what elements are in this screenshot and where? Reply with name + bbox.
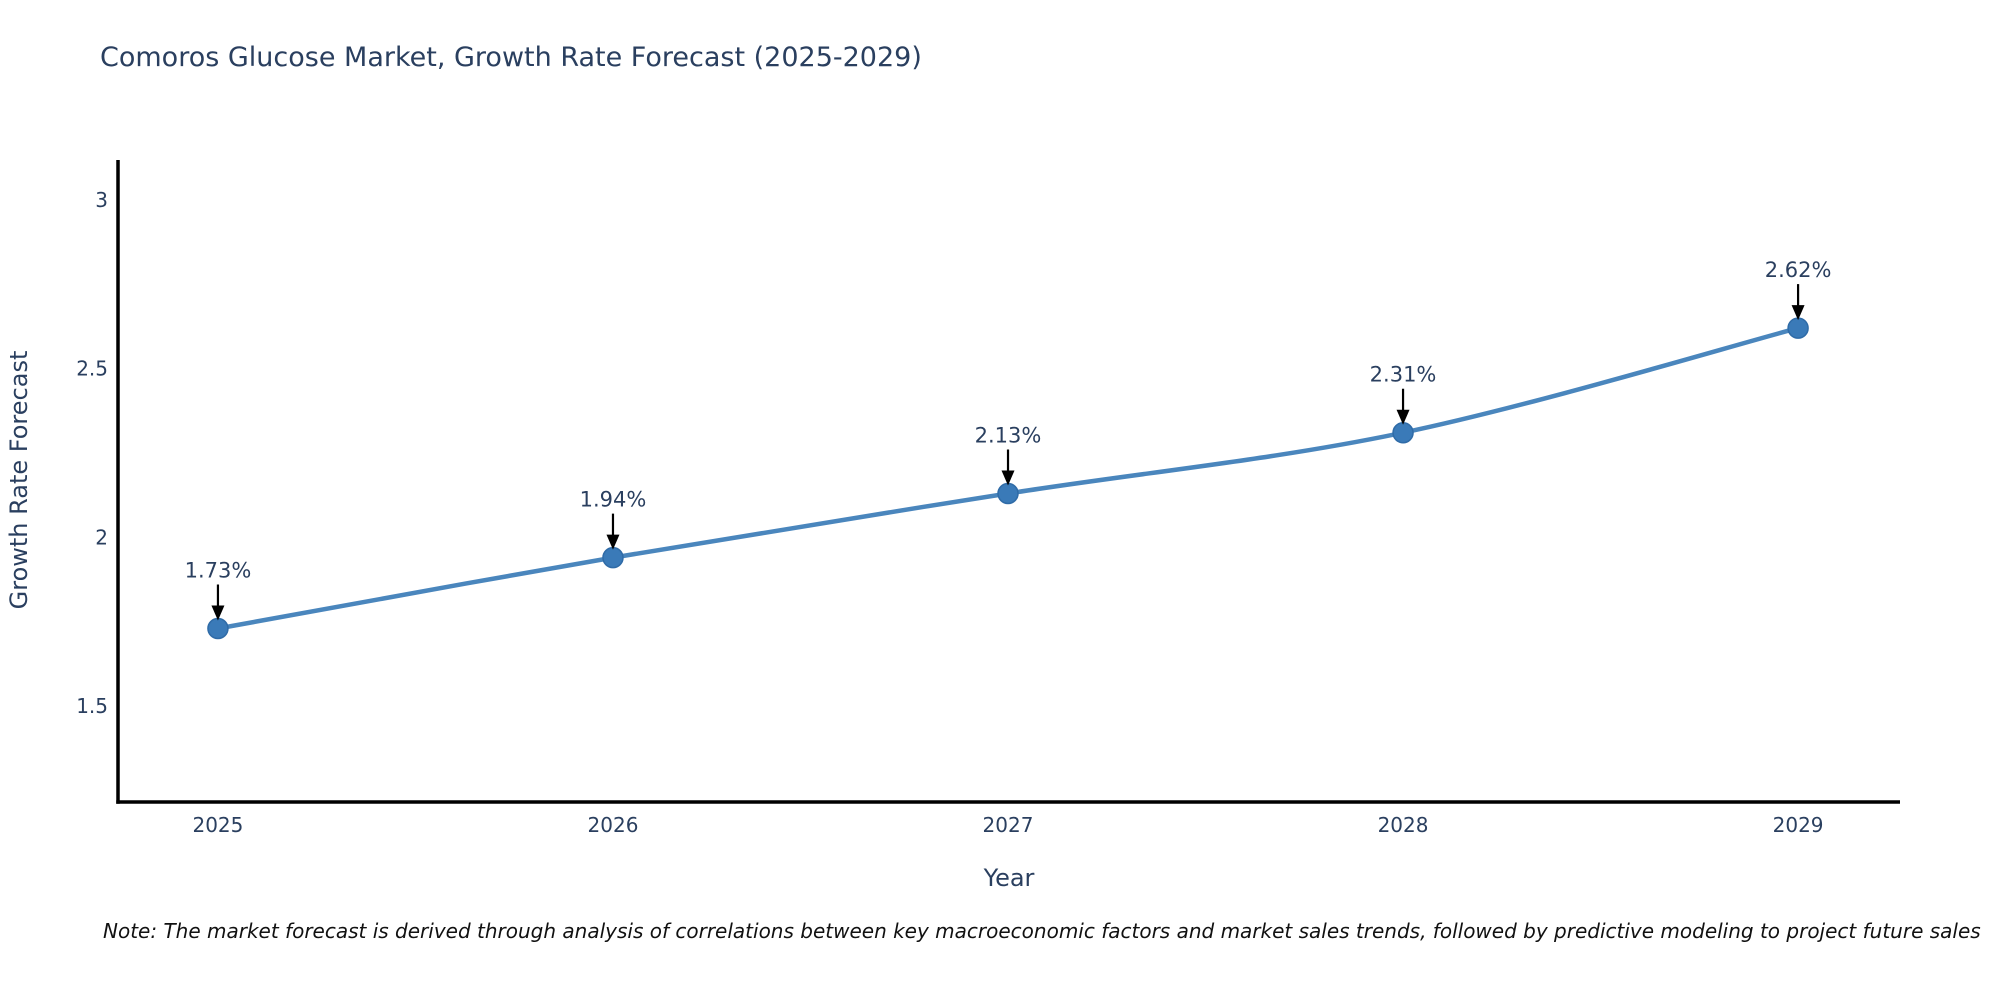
- point-value-label: 1.73%: [185, 559, 252, 583]
- data-point-markers: [207, 317, 1809, 640]
- annotation-arrowhead-icon: [606, 534, 620, 550]
- y-tick-label: 2.5: [76, 357, 108, 381]
- annotation-arrowhead-icon: [1791, 305, 1805, 321]
- x-tick-label: 2026: [588, 813, 639, 837]
- data-point-annotations: 1.73% 1.94% 2.13% 2.31% 2.62%: [185, 258, 1832, 621]
- axes: [116, 160, 1900, 804]
- x-tick-label: 2025: [192, 813, 243, 837]
- data-point-marker: [207, 617, 229, 640]
- footnote: Note: The market forecast is derived thr…: [103, 919, 1981, 943]
- data-point-marker: [1787, 317, 1809, 339]
- data-point-marker: [602, 546, 624, 569]
- annotation-arrowhead-icon: [1396, 409, 1410, 425]
- point-value-label: 1.94%: [580, 488, 647, 512]
- y-axis-title: Growth Rate Forecast: [5, 351, 33, 610]
- data-point-marker: [997, 482, 1019, 505]
- point-annotation: 2.13%: [975, 423, 1042, 486]
- point-annotation: 2.62%: [1765, 258, 1832, 321]
- annotation-arrowhead-icon: [211, 605, 225, 621]
- x-tick-label: 2028: [1378, 813, 1429, 837]
- point-annotation: 2.31%: [1370, 363, 1437, 425]
- point-value-label: 2.62%: [1765, 258, 1832, 282]
- point-value-label: 2.31%: [1370, 363, 1437, 387]
- x-axis-tick-labels: 2025 2026 2027 2028 2029: [192, 813, 1823, 837]
- chart-title: Comoros Glucose Market, Growth Rate Fore…: [100, 42, 922, 73]
- data-point-marker: [1392, 421, 1414, 444]
- x-axis-title: Year: [983, 864, 1035, 892]
- point-annotation: 1.94%: [580, 488, 647, 550]
- y-tick-label: 3: [95, 188, 108, 212]
- y-tick-label: 1.5: [76, 694, 108, 718]
- x-tick-label: 2027: [983, 813, 1034, 837]
- point-annotation: 1.73%: [185, 559, 252, 621]
- annotation-arrowhead-icon: [1001, 470, 1015, 486]
- y-tick-label: 2: [95, 525, 108, 549]
- y-axis-tick-labels: 1.5 2 2.5 3: [76, 188, 108, 718]
- x-tick-label: 2029: [1773, 813, 1824, 837]
- point-value-label: 2.13%: [975, 423, 1042, 447]
